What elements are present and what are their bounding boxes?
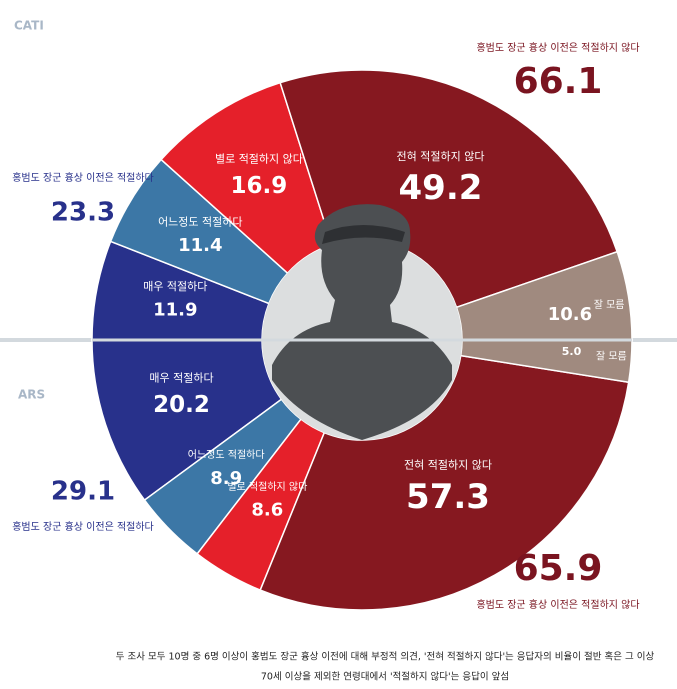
value-label: 5.0 <box>562 345 582 358</box>
value-label: 57.3 <box>406 477 490 517</box>
category-label: 별로 적절하지 않다 <box>215 152 303 166</box>
category-label: 전혀 적절하지 않다 <box>404 458 492 472</box>
bust-shape <box>272 204 452 440</box>
source-label: ARS <box>18 388 45 402</box>
summary-value: 29.1 <box>51 477 115 507</box>
donuts <box>91 69 633 611</box>
value-label: 10.6 <box>548 304 592 325</box>
value-label: 20.2 <box>153 392 210 418</box>
value-label: 8.6 <box>251 500 283 521</box>
category-label: 매우 적절하다 <box>143 279 207 293</box>
category-label: 잘 모름 <box>596 350 627 362</box>
value-label: 8.9 <box>210 468 242 489</box>
summary-label: 홍범도 장군 흉상 이전은 적절하다 <box>12 171 154 184</box>
category-label: 잘 모름 <box>594 299 625 311</box>
summary-value: 23.3 <box>51 198 115 228</box>
value-label: 16.9 <box>231 173 288 199</box>
footer-line: 두 조사 모두 10명 중 6명 이상이 홍범도 장군 흉상 이전에 대해 부정… <box>116 651 655 663</box>
category-label: 전혀 적절하지 않다 <box>396 149 484 163</box>
summary-label: 홍범도 장군 흉상 이전은 적절하지 않다 <box>476 598 639 611</box>
source-label: CATI <box>14 19 44 33</box>
value-label: 11.4 <box>178 235 222 256</box>
bust-cap <box>322 225 405 244</box>
value-label: 11.9 <box>153 300 197 321</box>
category-label: 어느정도 적절하다 <box>188 448 265 461</box>
footer-line: 70세 이상을 제외한 연령대에서 '적절하지 않다'는 응답이 앞섬 <box>261 671 509 683</box>
summary-value: 65.9 <box>514 548 603 589</box>
value-label: 49.2 <box>399 168 483 208</box>
category-label: 어느정도 적절하다 <box>158 214 242 228</box>
category-label: 매우 적절하다 <box>149 371 213 385</box>
labels: CATI 매우 적절하다 11.9 어느정도 적절하다 11.4 별로 적절하지 않다 16… <box>12 19 639 612</box>
category-label: 별로 적절하지 않다 <box>227 480 307 493</box>
summary-label: 홍범도 장군 흉상 이전은 적절하지 않다 <box>476 41 639 54</box>
summary-label: 홍범도 장군 흉상 이전은 적절하다 <box>12 520 154 533</box>
summary-value: 66.1 <box>514 61 603 102</box>
